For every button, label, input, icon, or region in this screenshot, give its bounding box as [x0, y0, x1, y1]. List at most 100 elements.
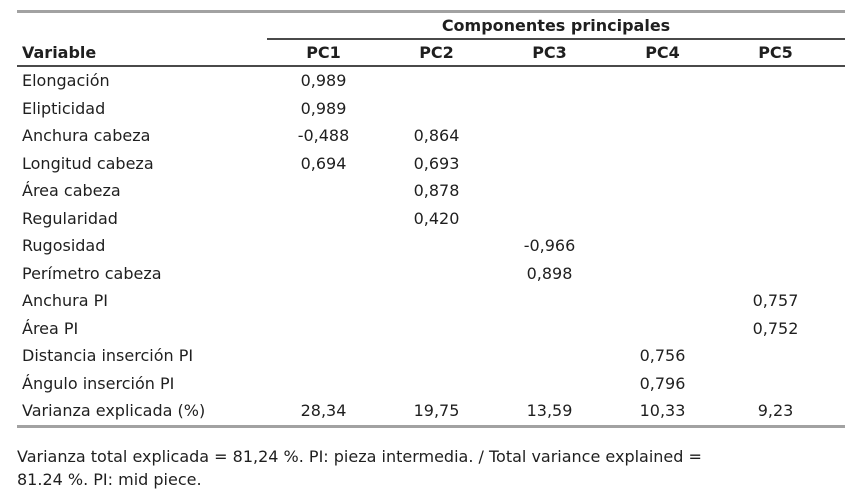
value-cell [493, 66, 606, 95]
value-cell [267, 370, 380, 398]
value-cell [493, 177, 606, 205]
value-cell [493, 370, 606, 398]
value-cell: 0,752 [752, 318, 799, 338]
value-cell [493, 342, 606, 370]
table-row: Regularidad 0,420 [17, 205, 845, 233]
value-cell [606, 287, 719, 315]
table-row: Longitud cabeza 0,694 0,693 [17, 150, 845, 178]
column-header-pc5: PC5 [719, 39, 846, 67]
footnote-line-1: Varianza total explicada = 81,24 %. PI: … [17, 446, 702, 466]
group-header: Componentes principales [267, 11, 846, 40]
value-cell: 28,34 [300, 401, 347, 421]
value-cell [719, 342, 845, 370]
column-header-pc1: PC1 [267, 39, 380, 67]
value-cell: 0,693 [413, 153, 460, 173]
table-row: Área PI 0,752 [17, 315, 845, 343]
table-footnote: Varianza total explicada = 81,24 %. PI: … [17, 445, 849, 491]
value-cell: 0,878 [413, 181, 460, 201]
value-cell [493, 287, 606, 315]
table-row-variance-explained: Varianza explicada (%) 28,34 19,75 13,59… [17, 397, 845, 426]
value-cell [719, 150, 845, 178]
value-cell [267, 260, 380, 288]
value-cell: 0,864 [413, 126, 460, 146]
row-label: Ángulo inserción PI [22, 373, 175, 393]
value-cell: 0,898 [526, 263, 573, 283]
value-cell [719, 232, 845, 260]
table-row: Elongación 0,989 [17, 66, 845, 95]
value-cell [493, 95, 606, 123]
value-cell: -0,488 [297, 126, 350, 146]
value-cell [380, 232, 493, 260]
pca-loadings-table: Componentes principales Variable PC1 PC2… [17, 10, 846, 428]
table-row: Anchura cabeza -0,488 0,864 [17, 122, 845, 150]
column-header-variable: Variable [17, 39, 267, 67]
value-cell [493, 315, 606, 343]
value-cell [606, 260, 719, 288]
value-cell: 10,33 [639, 401, 686, 421]
value-cell [380, 66, 493, 95]
value-cell [606, 205, 719, 233]
column-header-pc2: PC2 [380, 39, 493, 67]
value-cell [606, 232, 719, 260]
table-row: Ángulo inserción PI 0,796 [17, 370, 845, 398]
table-row: Rugosidad -0,966 [17, 232, 845, 260]
column-header-row: Variable PC1 PC2 PC3 PC4 PC5 [17, 39, 846, 67]
table-row: Distancia inserción PI 0,756 [17, 342, 845, 370]
value-cell [267, 342, 380, 370]
row-label: Área cabeza [22, 181, 121, 201]
value-cell [606, 150, 719, 178]
value-cell [493, 150, 606, 178]
value-cell [380, 260, 493, 288]
value-cell: 19,75 [413, 401, 460, 421]
table-row: Área cabeza 0,878 [17, 177, 845, 205]
row-label: Elipticidad [22, 98, 106, 118]
value-cell [267, 315, 380, 343]
value-cell [380, 95, 493, 123]
value-cell [606, 315, 719, 343]
value-cell [380, 370, 493, 398]
value-cell [493, 122, 606, 150]
footnote-line-2: 81.24 %. PI: mid piece. [17, 469, 202, 489]
value-cell [606, 66, 719, 95]
value-cell: 13,59 [526, 401, 573, 421]
value-cell: 0,989 [300, 98, 347, 118]
value-cell [719, 122, 845, 150]
row-label: Varianza explicada (%) [22, 401, 206, 421]
value-cell [719, 95, 845, 123]
value-cell [380, 315, 493, 343]
value-cell: 0,757 [752, 291, 799, 311]
value-cell [380, 342, 493, 370]
value-cell [719, 177, 845, 205]
value-cell [267, 232, 380, 260]
row-label: Anchura cabeza [22, 126, 151, 146]
row-label: Longitud cabeza [22, 153, 154, 173]
value-cell [380, 287, 493, 315]
value-cell [267, 287, 380, 315]
value-cell [493, 205, 606, 233]
row-label: Perímetro cabeza [22, 263, 162, 283]
value-cell [719, 205, 845, 233]
value-cell: 0,420 [413, 208, 460, 228]
column-header-pc4: PC4 [606, 39, 719, 67]
table-row: Anchura PI 0,757 [17, 287, 845, 315]
value-cell: 9,23 [757, 401, 794, 421]
value-cell [719, 66, 845, 95]
group-header-row: Componentes principales [17, 11, 846, 40]
table-row: Perímetro cabeza 0,898 [17, 260, 845, 288]
value-cell [606, 95, 719, 123]
row-label: Área PI [22, 318, 79, 338]
value-cell [267, 205, 380, 233]
value-cell [267, 177, 380, 205]
table-row: Elipticidad 0,989 [17, 95, 845, 123]
row-label: Regularidad [22, 208, 118, 228]
group-header-spacer [17, 12, 267, 40]
row-label: Anchura PI [22, 291, 108, 311]
value-cell: 0,796 [639, 373, 686, 393]
value-cell: 0,756 [639, 346, 686, 366]
row-label: Distancia inserción PI [22, 346, 194, 366]
value-cell: 0,989 [300, 71, 347, 91]
value-cell [719, 370, 845, 398]
row-label: Elongación [22, 71, 110, 91]
value-cell [606, 122, 719, 150]
